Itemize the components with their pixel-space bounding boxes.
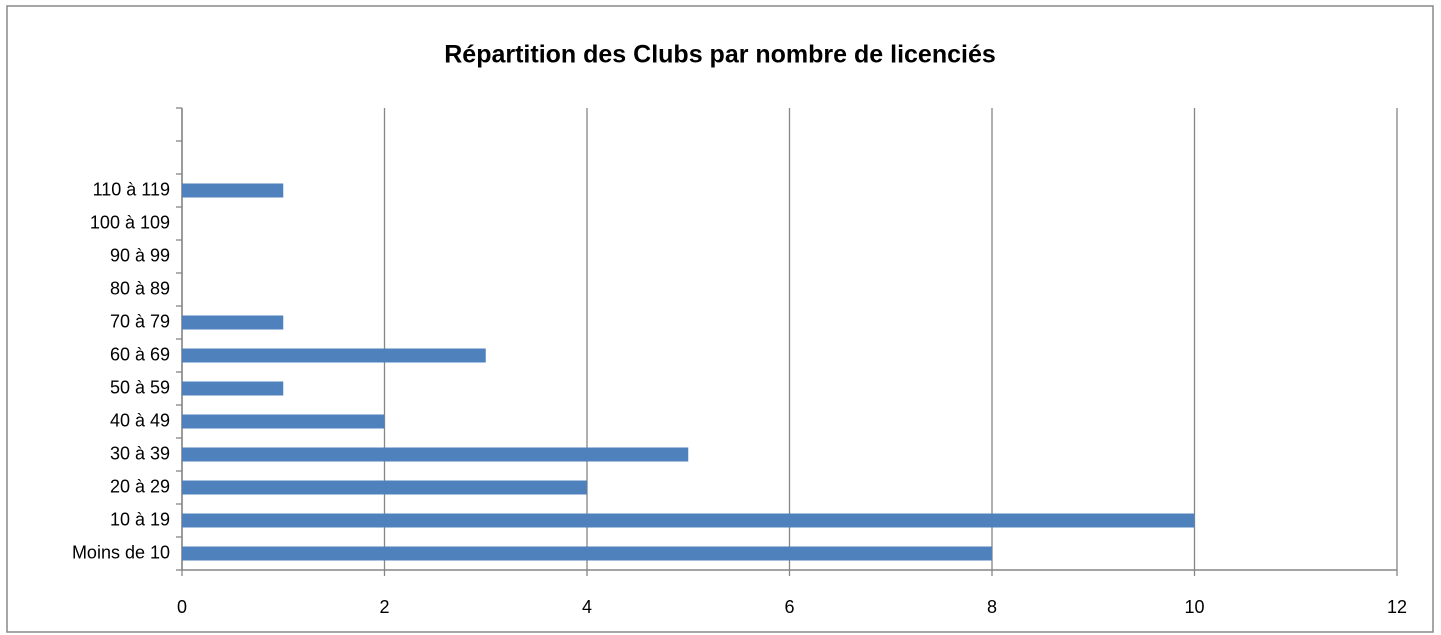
y-tick-label: 110 à 119 — [93, 179, 170, 199]
bar — [182, 447, 689, 462]
y-tick-label: Moins de 10 — [72, 542, 170, 562]
bar — [182, 480, 587, 495]
y-tick-label: 30 à 39 — [110, 443, 170, 463]
x-tick-label: 2 — [379, 597, 389, 617]
x-tick-label: 4 — [582, 597, 592, 617]
y-tick-label: 20 à 29 — [110, 476, 170, 496]
bar — [182, 315, 284, 330]
y-tick-label: 100 à 109 — [90, 212, 170, 232]
x-tick-label: 0 — [177, 597, 187, 617]
x-tick-label: 8 — [987, 597, 997, 617]
y-tick-label: 40 à 49 — [110, 410, 170, 430]
bar — [182, 381, 284, 396]
bar — [182, 348, 486, 363]
y-tick-label: 60 à 69 — [110, 344, 170, 364]
chart-title: Répartition des Clubs par nombre de lice… — [444, 41, 996, 69]
x-tick-label: 12 — [1387, 597, 1407, 617]
x-tick-label: 6 — [784, 597, 794, 617]
bar — [182, 183, 284, 198]
x-tick-label: 10 — [1184, 597, 1204, 617]
y-tick-label: 10 à 19 — [110, 509, 170, 529]
y-tick-label: 70 à 79 — [110, 311, 170, 331]
bar — [182, 414, 385, 429]
y-tick-label: 90 à 99 — [110, 245, 170, 265]
y-tick-label: 80 à 89 — [110, 278, 170, 298]
bar — [182, 546, 992, 561]
bar — [182, 513, 1195, 528]
y-tick-label: 50 à 59 — [110, 377, 170, 397]
